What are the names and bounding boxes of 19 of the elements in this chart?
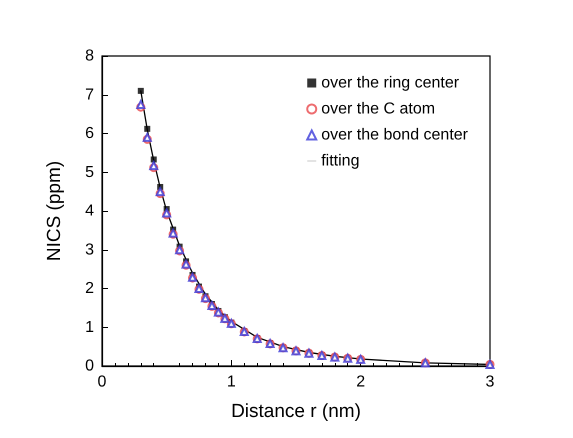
x-tick-label: 0 [98,374,107,390]
x-axis-title: Distance r (nm) [231,401,361,422]
y-tick-label: 3 [85,241,94,258]
legend-label: over the bond center [321,126,469,144]
y-tick-label: 6 [85,125,94,142]
legend-label: over the C atom [321,100,436,118]
y-axis-title: NICS (ppm) [44,160,65,262]
y-tick-label: 8 [85,48,94,64]
y-tick-label: 5 [85,164,94,181]
legend-label: fitting [321,152,360,170]
y-tick-label: 7 [85,86,94,104]
legend-label: over the ring center [321,74,460,92]
x-tick-label: 3 [486,374,495,390]
y-tick-label: 4 [85,202,94,220]
x-tick-label: 1 [226,374,236,390]
y-tick-label: 1 [85,318,94,336]
y-tick-label: 0 [85,358,94,374]
y-tick-label: 2 [85,280,94,297]
x-tick-label: 2 [356,374,366,390]
